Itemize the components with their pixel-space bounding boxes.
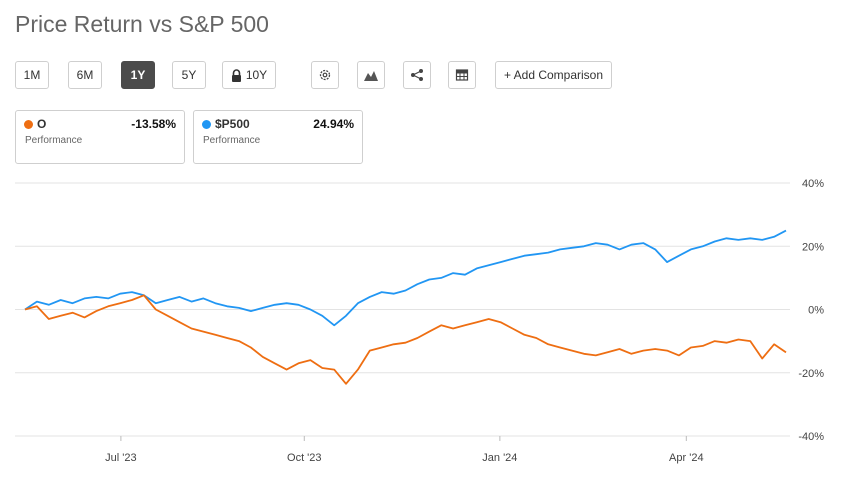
legend-symbol: $P500 [215,117,250,131]
range-button-1y[interactable]: 1Y [121,61,155,89]
legend-symbol: O [37,117,47,131]
range-label-1m: 1M [23,68,41,82]
y-tick-label: 0% [808,305,824,317]
legend-caption: Performance [25,135,83,146]
y-tick-label: -40% [798,431,824,443]
range-button-6m[interactable]: 6M [68,61,102,89]
legend-card-sp500: $P500 24.94% Performance [193,110,363,164]
range-label-10y: 10Y [245,68,268,82]
price-return-chart: 40% 20% 0% -20% -40% Jul '23 Oct '23 Jan '24 Apr… [15,178,824,464]
x-tick-label: Jul '23 [105,452,136,464]
mountain-chart-icon [364,71,378,81]
x-tick-label: Jan '24 [482,452,517,464]
chart-type-button[interactable] [357,61,385,89]
add-comparison-button[interactable]: + Add Comparison [495,61,612,89]
settings-button[interactable] [311,61,339,89]
range-button-5y[interactable]: 5Y [172,61,206,89]
legend-caption: Performance [203,135,261,146]
legend-value: -13.58% [131,117,176,131]
add-comparison-label: + Add Comparison [503,68,604,82]
legend-dot-o [24,120,33,129]
range-button-10y[interactable]: 10Y [222,61,276,89]
lock-icon [231,68,241,82]
range-label-5y: 5Y [181,68,197,82]
y-tick-label: 20% [802,241,824,253]
x-tick-label: Apr '24 [669,452,704,464]
y-tick-label: -20% [798,368,824,380]
x-tick-label: Oct '23 [287,452,322,464]
gear-icon [319,69,331,81]
table-view-button[interactable] [448,61,476,89]
range-label-1y: 1Y [130,68,146,82]
legend-card-o: O -13.58% Performance [15,110,185,164]
legend-dot-sp500 [202,120,211,129]
share-icon [411,69,423,81]
table-icon [455,69,469,81]
series-line-o [24,294,787,385]
legend-value: 24.94% [313,117,354,131]
range-button-1m[interactable]: 1M [15,61,49,89]
series-line-sp500 [24,229,787,327]
page-title: Price Return vs S&P 500 [15,11,269,37]
range-label-6m: 6M [76,68,94,82]
share-button[interactable] [403,61,431,89]
y-tick-label: 40% [802,178,824,190]
